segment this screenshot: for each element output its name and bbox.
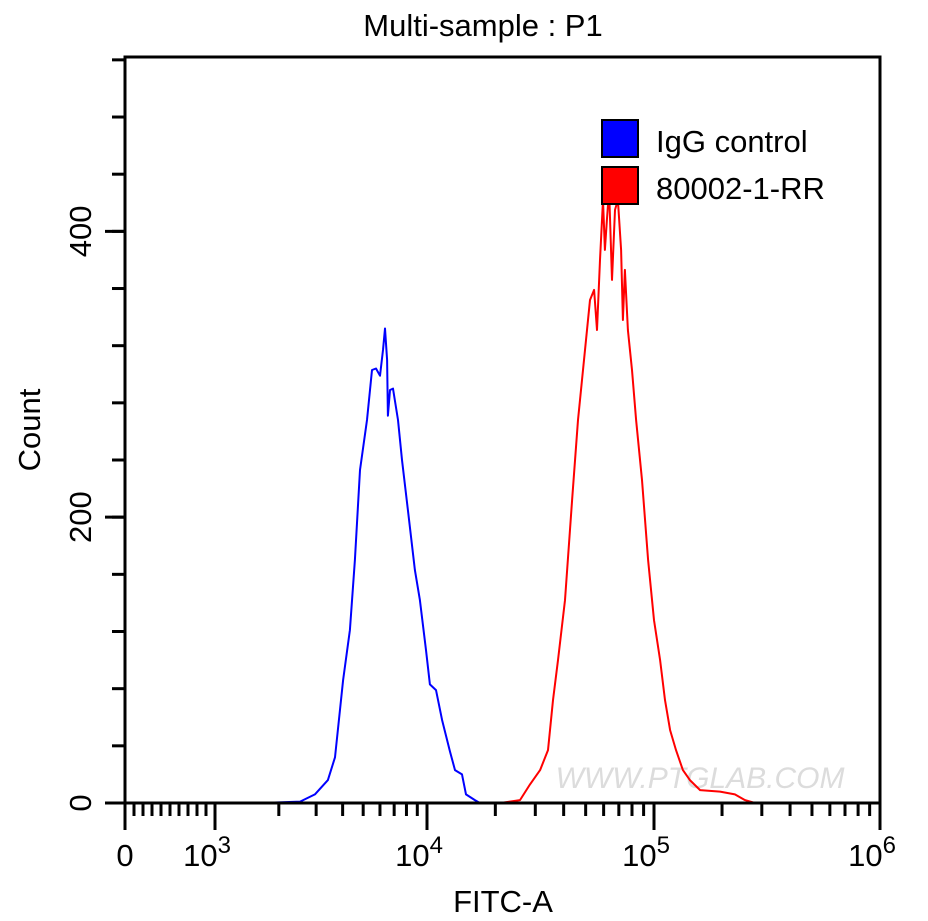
x-tick-label: 106 <box>848 832 896 873</box>
y-axis: 0 200 400 <box>63 58 125 812</box>
legend: IgG control 80002-1-RR <box>601 119 825 206</box>
legend-label-igg: IgG control <box>656 124 808 159</box>
series-line-0 <box>259 327 481 804</box>
series-line-1 <box>499 188 756 804</box>
y-tick-label: 0 <box>63 794 98 811</box>
y-tick-label: 200 <box>63 491 98 543</box>
x-tick-label: 0 <box>116 838 133 873</box>
x-tick-label: 104 <box>395 832 443 873</box>
legend-swatch-antibody <box>601 166 639 205</box>
x-tick-label: 103 <box>183 832 231 873</box>
y-tick-label: 400 <box>63 205 98 257</box>
y-axis-label: Count <box>12 388 47 471</box>
x-tick-label: 105 <box>622 832 670 873</box>
plot-frame <box>123 55 882 805</box>
x-axis-label: FITC-A <box>453 884 553 919</box>
legend-label-antibody: 80002-1-RR <box>656 171 825 206</box>
chart-title: Multi-sample : P1 <box>363 8 602 43</box>
x-axis: 0 103 104 105 106 <box>116 803 896 873</box>
legend-swatch-igg <box>601 119 639 158</box>
series-curves <box>259 188 756 804</box>
